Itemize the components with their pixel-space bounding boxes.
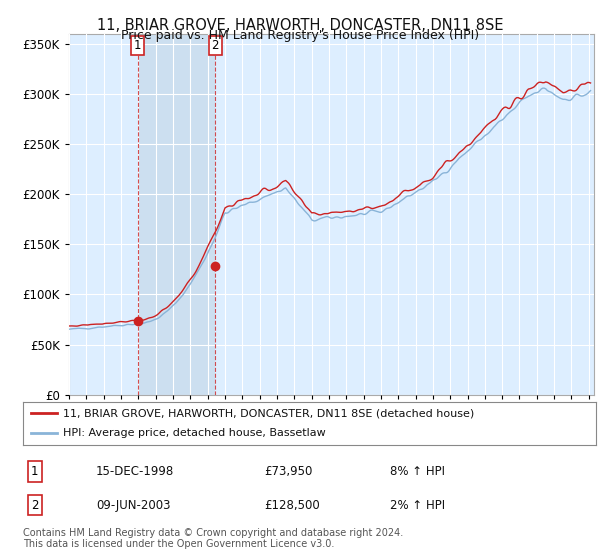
Text: 1: 1 [134,39,142,52]
Text: 11, BRIAR GROVE, HARWORTH, DONCASTER, DN11 8SE: 11, BRIAR GROVE, HARWORTH, DONCASTER, DN… [97,18,503,33]
Text: 15-DEC-1998: 15-DEC-1998 [96,465,174,478]
Bar [137,34,215,395]
Text: 09-JUN-2003: 09-JUN-2003 [96,498,170,512]
Text: HPI: Average price, detached house, Bassetlaw: HPI: Average price, detached house, Bass… [63,428,326,438]
Text: Price paid vs. HM Land Registry's House Price Index (HPI): Price paid vs. HM Land Registry's House … [121,29,479,42]
Text: £73,950: £73,950 [264,465,313,478]
Text: 2% ↑ HPI: 2% ↑ HPI [390,498,445,512]
Text: Contains HM Land Registry data © Crown copyright and database right 2024.
This d: Contains HM Land Registry data © Crown c… [23,528,403,549]
Text: 8% ↑ HPI: 8% ↑ HPI [390,465,445,478]
Text: £128,500: £128,500 [264,498,320,512]
Text: 11, BRIAR GROVE, HARWORTH, DONCASTER, DN11 8SE (detached house): 11, BRIAR GROVE, HARWORTH, DONCASTER, DN… [63,408,474,418]
Text: 2: 2 [31,498,38,512]
Text: 2: 2 [211,39,219,52]
Text: 1: 1 [31,465,38,478]
